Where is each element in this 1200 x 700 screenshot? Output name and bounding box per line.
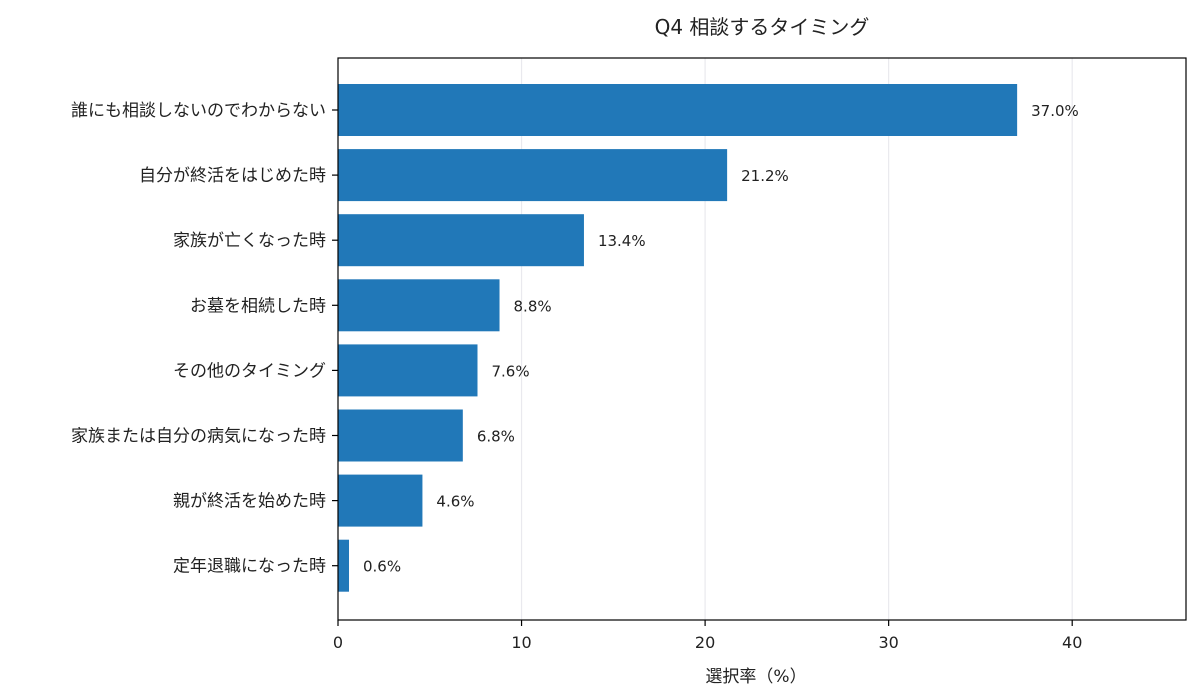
bar-value-label: 21.2% [741,167,789,185]
bar [338,214,584,267]
category-label: 自分が終活をはじめた時 [139,166,326,186]
x-tick-label: 30 [878,633,898,652]
x-tick-label: 40 [1062,633,1082,652]
bar-value-label: 4.6% [436,493,474,511]
category-label: その他のタイミング [173,361,326,381]
x-tick-label: 0 [333,633,343,652]
bar-value-label: 8.8% [514,297,552,315]
category-label: 誰にも相談しないのでわからない [71,101,326,121]
category-label: 定年退職になった時 [173,557,326,577]
bar [338,344,478,397]
x-tick-label: 10 [511,633,531,652]
bar-value-label: 6.8% [477,428,515,446]
bar [338,474,423,527]
x-tick-label: 20 [695,633,715,652]
category-label: お墓を相続した時 [190,296,326,316]
category-labels: 誰にも相談しないのでわからない自分が終活をはじめた時家族が亡くなった時お墓を相続… [71,101,338,577]
plot-frame [337,57,1187,621]
bar-value-label: 0.6% [363,558,401,576]
bar [338,409,463,462]
bar [338,84,1018,136]
value-labels: 37.0% 21.2% 13.4% 8.8% 7.6% 6.8% 4.6% 0.6% [363,102,1079,576]
category-label: 家族または自分の病気になった時 [71,427,326,447]
x-axis-title: 選択率（%） [705,667,806,687]
category-label: 親が終活を始めた時 [173,492,326,512]
x-axis-ticks: 0 10 20 30 40 [333,620,1082,652]
bar-value-label: 37.0% [1031,102,1079,120]
bar [338,279,500,332]
bar [338,149,728,202]
bar [338,539,350,592]
bar-value-label: 13.4% [598,232,646,250]
bar-value-label: 7.6% [491,362,529,380]
grid-lines [520,58,1073,620]
bars [338,84,1018,592]
category-label: 家族が亡くなった時 [173,231,326,251]
chart-title: Q4 相談するタイミング [655,15,870,39]
